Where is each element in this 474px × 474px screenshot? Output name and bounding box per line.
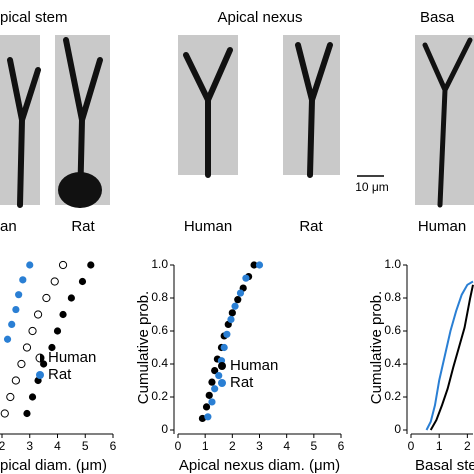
y-tick-label: 0.8 [384,290,401,304]
point [15,291,23,299]
image-label: an [0,218,17,235]
point [40,360,48,368]
point [48,343,56,352]
image-label: Human [184,218,232,235]
image-label: Human [418,218,466,235]
point [242,274,250,282]
point [205,391,213,399]
point [231,302,239,310]
point [11,376,20,385]
point [211,367,219,375]
legend-marker [218,362,226,370]
micrographs [0,35,474,208]
scale-bar-label: 10 μm [355,180,389,194]
image-label: Rat [71,218,95,235]
point [17,359,26,369]
point [255,261,264,269]
legend-marker [36,371,44,379]
x-axis-label: Basal ste [415,457,474,474]
panel-title: Apical nexus [217,9,302,26]
legend-label: Human [230,357,278,374]
point [8,320,16,328]
x-tick-label: 0 [408,439,415,453]
x-tick-label: 6 [110,439,117,453]
y-axis-label: Cumulative prob. [368,291,385,404]
legend-marker [218,379,226,387]
y-tick-label: 0.2 [151,389,168,403]
legend-label: Rat [230,374,254,391]
x-tick-label: 4 [283,439,290,453]
point [236,289,245,297]
point [0,409,9,418]
x-tick-label: 3 [256,439,263,453]
y-axis-label: Cumulative prob. [135,291,152,404]
y-tick-label: 0.8 [151,290,168,304]
legend-label: Human [48,349,96,366]
x-tick-label: 5 [310,439,317,453]
point [53,327,62,335]
panel-title: Basa [420,9,455,26]
point [23,409,31,418]
x-tick-label: 1 [202,439,209,453]
x-tick-label: 4 [54,439,61,453]
y-tick-label: 0 [394,422,401,436]
point [220,343,228,352]
y-tick-label: 0.4 [384,356,401,370]
point [67,294,75,302]
y-tick-label: 1.0 [151,257,168,271]
point [26,261,34,269]
point [208,378,216,386]
x-axis-label: Apical nexus diam. (μm) [179,457,340,474]
point [223,330,231,338]
x-tick-label: 0 [175,439,182,453]
x-axis-label: pical diam. (μm) [0,457,107,474]
point [22,343,32,352]
point [227,315,235,324]
panel-title: pical stem [0,9,68,26]
x-tick-label: 1 [436,439,443,453]
point [87,261,95,269]
point [198,414,207,423]
legend-label: Rat [48,366,72,383]
point [42,293,51,303]
cdf-line [429,284,474,431]
point [204,413,212,421]
point [215,371,223,380]
point [208,398,216,406]
y-tick-label: 0.2 [384,389,401,403]
y-tick-label: 1.0 [384,257,401,271]
x-tick-label: 2 [0,439,6,453]
point [12,305,20,314]
point [19,276,27,284]
x-tick-label: 5 [82,439,89,453]
x-tick-label: 6 [338,439,345,453]
point [250,261,258,269]
y-tick-label: 0 [161,422,168,436]
point [78,277,87,286]
y-tick-label: 0.6 [151,323,168,337]
x-tick-label: 3 [26,439,33,453]
x-tick-label: 2 [464,439,471,453]
x-tick-label: 2 [229,439,236,453]
point [228,309,236,317]
point [211,385,219,393]
point [50,277,59,286]
image-label: Rat [299,218,323,235]
point [33,310,43,319]
point [6,392,15,402]
cdf-line [425,280,474,431]
point [28,393,37,401]
legend-marker [40,354,44,362]
point [202,403,211,411]
y-tick-label: 0.4 [151,356,168,370]
point [58,260,68,270]
point [59,310,67,319]
point [234,296,242,304]
point [28,326,37,336]
y-tick-label: 0.6 [384,323,401,337]
point [3,335,12,343]
